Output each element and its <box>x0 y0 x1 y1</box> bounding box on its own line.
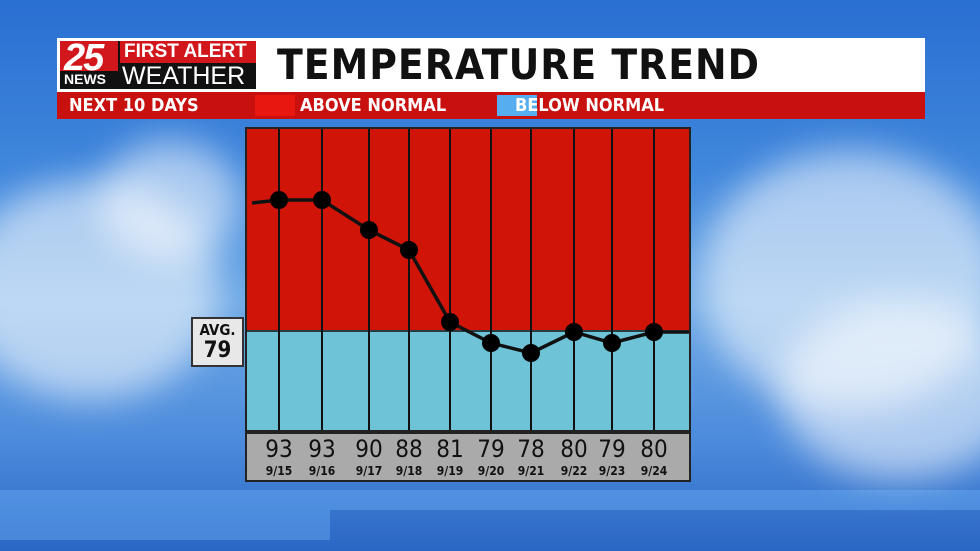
trend-chart <box>245 127 691 432</box>
day-label: 80 9/24 <box>640 435 668 478</box>
above-normal-swatch <box>255 95 295 116</box>
average-label: AVG. <box>199 321 236 339</box>
day-label: 78 9/21 <box>517 435 545 478</box>
day-label: 81 9/19 <box>436 435 464 478</box>
day-label: 79 9/20 <box>477 435 505 478</box>
grid-lines <box>278 129 655 430</box>
average-value: 79 <box>203 338 232 363</box>
day-label: 79 9/23 <box>598 435 626 478</box>
logo-first-alert: FIRST ALERT <box>120 41 256 63</box>
background-cloud <box>780 300 980 480</box>
day-label: 93 9/16 <box>308 435 336 478</box>
above-normal-region <box>247 129 689 330</box>
day-label: 90 9/17 <box>355 435 383 478</box>
logo-weather: WEATHER <box>122 62 246 90</box>
background-band <box>0 490 980 510</box>
day-label: 93 9/15 <box>265 435 293 478</box>
day-label: 88 9/18 <box>395 435 423 478</box>
period-label: NEXT 10 DAYS <box>69 95 199 116</box>
below-normal-label: BELOW NORMAL <box>515 95 665 116</box>
background-band <box>0 510 330 540</box>
logo-channel-number: 25 <box>64 37 104 79</box>
average-badge: AVG. 79 <box>191 317 244 367</box>
station-logo: 25 NEWS FIRST ALERT WEATHER <box>60 37 256 90</box>
logo-news: NEWS <box>64 71 106 87</box>
day-labels: 93 9/15 93 9/16 90 9/17 88 9/18 81 9/19 79 9/2… <box>245 432 691 482</box>
day-label: 80 9/22 <box>560 435 588 478</box>
above-normal-label: ABOVE NORMAL <box>300 95 447 116</box>
logo-red-block <box>60 41 118 71</box>
temperature-line <box>251 198 689 355</box>
page-title: TEMPERATURE TREND <box>277 40 761 89</box>
background-cloud <box>100 140 240 260</box>
data-points <box>270 191 663 362</box>
header-bar: 25 NEWS FIRST ALERT WEATHER TEMPERATURE … <box>57 37 925 92</box>
trend-line-plot <box>247 129 689 430</box>
legend-bar: NEXT 10 DAYS ABOVE NORMAL BELOW NORMAL <box>57 92 925 119</box>
below-normal-swatch <box>497 95 537 116</box>
